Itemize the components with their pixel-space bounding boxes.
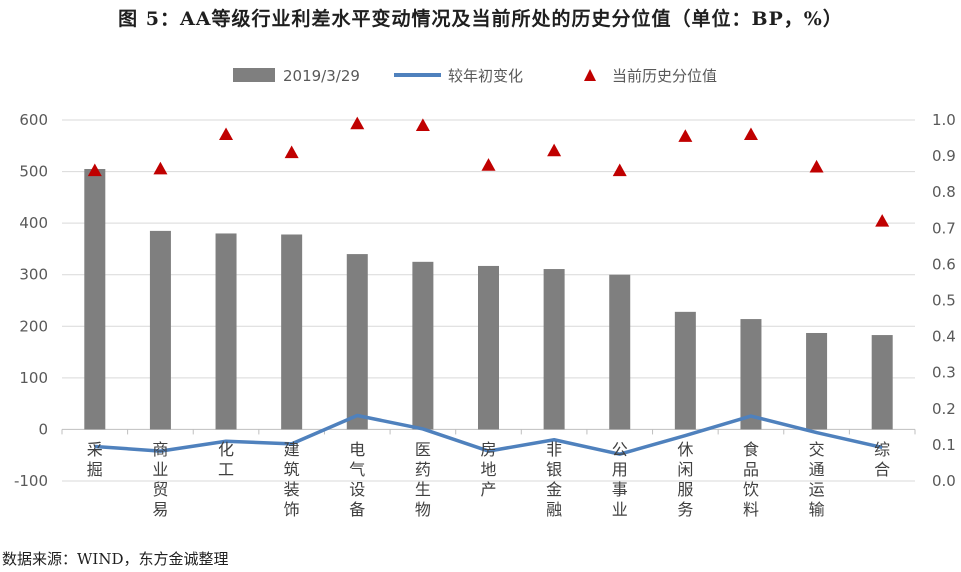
marker-point bbox=[415, 118, 430, 132]
left-tick-label: 400 bbox=[19, 214, 48, 232]
category-label: 房地产 bbox=[480, 440, 496, 499]
bar bbox=[871, 335, 893, 430]
legend: 2019/3/29 较年初变化 当前历史分位值 bbox=[233, 67, 717, 85]
category-labels: 采掘 商业贸易 化工 建筑装饰 电气设备 医药生物 房地产 非银金融 公用事业 休闲服务 食品饮料 交… bbox=[87, 440, 890, 519]
line-series bbox=[94, 413, 883, 456]
bar bbox=[543, 269, 565, 430]
category-label: 食品饮料 bbox=[743, 440, 759, 519]
marker-point bbox=[875, 214, 890, 227]
category-label: 电气设备 bbox=[349, 440, 365, 519]
marker-point bbox=[678, 129, 693, 142]
right-tick-label: 0.9 bbox=[932, 147, 956, 165]
right-tick-label: 0.7 bbox=[932, 219, 956, 237]
category-label: 医药生物 bbox=[415, 440, 431, 519]
marker-point bbox=[481, 158, 496, 171]
marker-point bbox=[153, 161, 168, 175]
category-label: 休闲服务 bbox=[677, 440, 693, 519]
category-label: 采掘 bbox=[87, 440, 103, 479]
bar bbox=[281, 234, 303, 430]
legend-label-marker: 当前历史分位值 bbox=[612, 67, 717, 85]
series-line bbox=[94, 413, 883, 456]
marker-series bbox=[87, 116, 890, 227]
bar bbox=[806, 332, 828, 430]
right-tick-label: 0.0 bbox=[932, 472, 956, 490]
right-tick-label: 0.3 bbox=[932, 364, 956, 382]
right-tick-label: 0.5 bbox=[932, 292, 956, 310]
legend-swatch-bar bbox=[233, 68, 275, 82]
bar bbox=[412, 261, 434, 430]
right-tick-label: 0.8 bbox=[932, 183, 956, 201]
right-tick-label: 0.6 bbox=[932, 255, 956, 273]
left-tick-label: 0 bbox=[38, 420, 48, 438]
category-label: 综合 bbox=[874, 440, 890, 479]
left-axis: -100 0 100 200 300 400 500 600 bbox=[14, 111, 48, 490]
source-note: 数据来源：WIND，东方金诚整理 bbox=[2, 550, 229, 568]
legend-label-bar: 2019/3/29 bbox=[283, 67, 360, 85]
left-tick-label: -100 bbox=[14, 472, 48, 490]
left-tick-label: 300 bbox=[19, 266, 48, 284]
right-tick-label: 1.0 bbox=[932, 111, 956, 129]
bar bbox=[346, 254, 368, 430]
marker-point bbox=[219, 127, 234, 141]
bar-series bbox=[84, 168, 893, 430]
legend-label-line: 较年初变化 bbox=[448, 67, 523, 85]
right-tick-label: 0.1 bbox=[932, 436, 956, 454]
category-label: 商业贸易 bbox=[152, 440, 168, 519]
category-label: 公用事业 bbox=[612, 440, 628, 519]
marker-point bbox=[547, 143, 562, 157]
marker-point bbox=[743, 127, 758, 141]
category-label: 化工 bbox=[218, 440, 234, 479]
marker-point bbox=[612, 163, 627, 177]
category-label: 非银金融 bbox=[546, 440, 562, 519]
chart-title: 图 5：AA等级行业利差水平变动情况及当前所处的历史分位值（单位：BP，%） bbox=[118, 8, 843, 30]
category-label: 建筑装饰 bbox=[284, 440, 300, 519]
bar bbox=[149, 230, 171, 430]
bar bbox=[609, 274, 631, 430]
left-tick-label: 200 bbox=[19, 317, 48, 335]
marker-point bbox=[87, 163, 102, 177]
category-label: 交通运输 bbox=[809, 440, 825, 519]
legend-swatch-marker bbox=[584, 69, 596, 81]
bar bbox=[740, 319, 762, 430]
bar bbox=[215, 233, 237, 430]
right-axis: 0.0 0.1 0.2 0.3 0.4 0.5 0.6 0.7 0.8 0.9 1.0 bbox=[932, 111, 956, 490]
bar bbox=[478, 265, 499, 430]
bar bbox=[674, 311, 696, 430]
left-tick-label: 500 bbox=[19, 163, 48, 181]
marker-point bbox=[284, 145, 299, 159]
bar bbox=[84, 168, 106, 430]
left-tick-label: 100 bbox=[19, 369, 48, 387]
marker-point bbox=[350, 116, 365, 130]
right-tick-label: 0.2 bbox=[932, 400, 956, 418]
right-tick-label: 0.4 bbox=[932, 328, 956, 346]
left-tick-label: 600 bbox=[19, 111, 48, 129]
marker-point bbox=[809, 159, 824, 173]
